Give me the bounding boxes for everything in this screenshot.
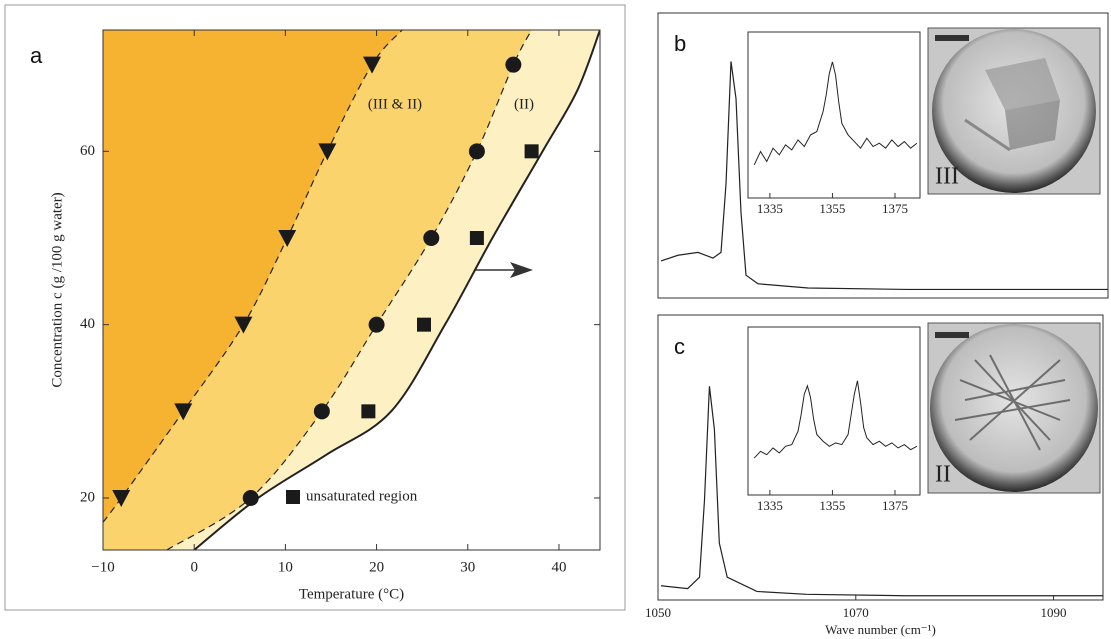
boundary-curve bbox=[103, 30, 403, 523]
x-tick-label: 40 bbox=[551, 559, 566, 575]
data-point bbox=[524, 144, 539, 159]
boundary-curve bbox=[193, 30, 600, 550]
data-point bbox=[112, 490, 131, 507]
inset-frame bbox=[747, 326, 921, 496]
photo bbox=[927, 27, 1101, 195]
region-label: (III & II) bbox=[368, 96, 422, 112]
photo-label: III bbox=[935, 164, 959, 190]
y-axis-label: Concentration c (g /100 g water) bbox=[49, 192, 65, 387]
spectrum-line bbox=[660, 386, 1103, 597]
inset-spectrum bbox=[753, 380, 918, 459]
panel-letter: a bbox=[30, 43, 43, 68]
x-tick-label: 1070 bbox=[843, 605, 869, 620]
data-point bbox=[423, 230, 440, 246]
photo bbox=[927, 322, 1101, 494]
data-point bbox=[234, 316, 253, 334]
data-point bbox=[468, 143, 485, 160]
x-axis-label: Temperature (°C) bbox=[299, 586, 404, 602]
photo-label: II bbox=[935, 462, 951, 488]
x-tick-label: 0 bbox=[190, 559, 198, 575]
x-tick-label: 30 bbox=[460, 559, 475, 575]
spectrum-line bbox=[660, 61, 1108, 291]
arrow-head bbox=[510, 262, 533, 278]
x-tick-label: 10 bbox=[278, 559, 293, 575]
boundary-curve bbox=[166, 30, 533, 550]
data-point bbox=[278, 230, 297, 247]
region-label: (II) bbox=[514, 96, 534, 112]
data-point bbox=[313, 403, 330, 420]
inset-x-tick-label: 1355 bbox=[819, 498, 845, 513]
panel-letter: c bbox=[674, 334, 685, 359]
data-point bbox=[318, 143, 337, 161]
data-point bbox=[174, 403, 193, 421]
x-tick-label: 1090 bbox=[1041, 605, 1067, 620]
inset-x-tick-label: 1335 bbox=[757, 201, 783, 216]
data-point bbox=[416, 317, 431, 332]
inset-frame bbox=[747, 31, 921, 199]
data-point bbox=[242, 490, 259, 506]
region-fill bbox=[103, 30, 403, 550]
plot-frame bbox=[102, 29, 601, 551]
inset-x-tick-label: 1355 bbox=[819, 201, 845, 216]
y-tick-label: 60 bbox=[80, 143, 95, 159]
data-point bbox=[505, 56, 522, 73]
data-point bbox=[469, 231, 484, 245]
legend-label: unsaturated region bbox=[306, 488, 418, 504]
plot-area bbox=[103, 30, 600, 550]
panel-frame bbox=[657, 12, 1109, 299]
y-tick-label: 40 bbox=[80, 316, 95, 332]
x-axis-label: Wave number (cm⁻¹) bbox=[825, 622, 936, 637]
inset-x-tick-label: 1335 bbox=[757, 498, 783, 513]
panel-letter: b bbox=[674, 31, 686, 56]
inset-spectrum bbox=[753, 61, 918, 166]
data-point bbox=[368, 316, 385, 333]
data-point bbox=[363, 56, 382, 74]
inset-x-tick-label: 1375 bbox=[882, 201, 908, 216]
x-tick-label: 1050 bbox=[645, 605, 671, 620]
legend-marker bbox=[286, 490, 300, 504]
panel-frame bbox=[4, 4, 626, 611]
inset-x-tick-label: 1375 bbox=[882, 498, 908, 513]
panel-frame bbox=[657, 314, 1104, 601]
x-tick-label: −10 bbox=[91, 559, 114, 575]
data-point bbox=[361, 404, 376, 419]
y-tick-label: 20 bbox=[80, 489, 95, 505]
x-tick-label: 20 bbox=[369, 559, 384, 575]
